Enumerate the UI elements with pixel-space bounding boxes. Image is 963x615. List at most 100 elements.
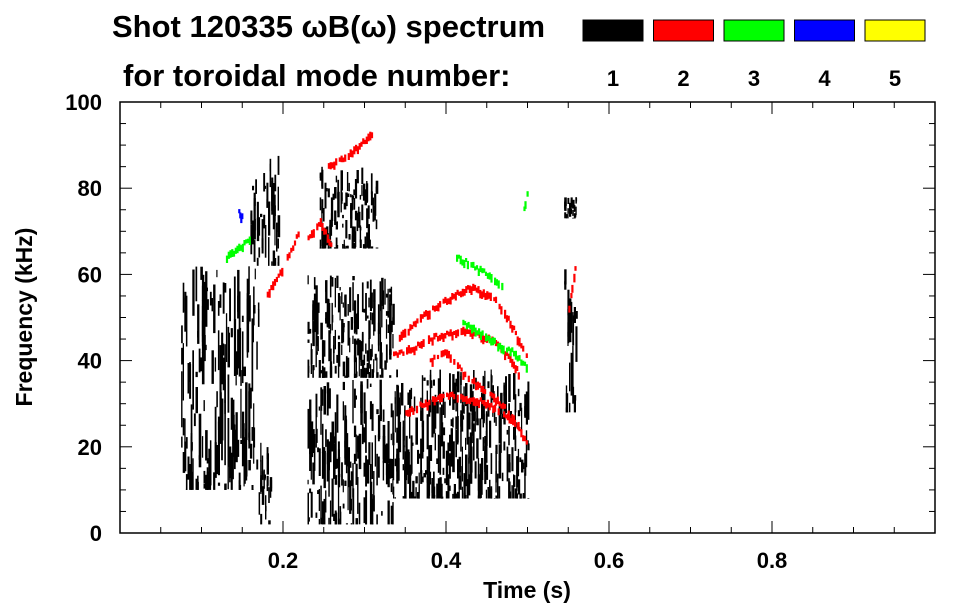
spectral-streak [501,413,504,419]
spectral-streak [527,498,530,499]
mode-point [479,331,482,340]
mode-point [505,315,508,323]
spectral-streak [251,340,254,392]
mode-point [297,231,300,238]
spectral-streak [206,458,209,464]
spectral-streak [328,441,330,471]
spectral-streak [192,458,194,490]
spectral-streak [321,373,324,378]
legend-swatch-3 [723,19,785,42]
spectral-streak [390,458,394,478]
spectral-streak [260,213,263,218]
spectral-streak [421,405,424,428]
spectral-streak [342,479,344,493]
spectral-streak [420,397,422,421]
mode-point [428,399,431,406]
mode-point [468,285,471,293]
spectral-streak [503,392,506,401]
spectral-streak [407,392,410,405]
spectral-streak [373,359,375,373]
mode-point [483,268,486,273]
spectral-streak [433,379,435,386]
spectral-streak [206,471,209,490]
spectral-streak [460,372,462,385]
spectral-streak [335,237,338,246]
spectral-streak [468,436,470,464]
spectral-streak [490,453,493,474]
mode-point [335,158,338,166]
mode-point [503,411,506,418]
mode-point [462,319,465,326]
spectral-streak [366,208,369,229]
spectral-streak [366,315,369,319]
mode-point [473,377,476,385]
spectral-streak [329,366,333,378]
mode-point [331,162,334,169]
spectral-streak [255,179,257,194]
mode-point [461,259,464,266]
mode-point [239,245,243,251]
spectral-streak [357,338,360,356]
spectral-streak [237,329,240,369]
spectral-streak [331,277,334,287]
spectral-streak [335,245,339,249]
spectral-streak [482,437,485,451]
spectral-streak [337,342,341,367]
mode-point [494,340,498,347]
spectral-streak [209,450,212,486]
spectral-streak [405,435,408,475]
y-tick-label: 100 [65,90,102,115]
spectral-streak [261,219,264,248]
spectral-streak [340,188,343,204]
spectral-streak [347,357,350,378]
spectral-streak [260,513,263,525]
mode-point [436,336,440,342]
spectral-streak [381,511,383,516]
mode-point [446,349,449,359]
mode-point [522,345,525,352]
mode-point [277,273,280,278]
spectral-streak [460,375,462,404]
spectral-streak [352,380,354,424]
spectral-streak [377,435,381,440]
spectral-streak [450,419,453,427]
series-n3-mode-trace [523,191,529,212]
mode-point [574,266,577,271]
mode-point [485,333,488,342]
spectral-streak [347,478,349,511]
mode-point [451,293,454,300]
spectral-streak [253,240,256,262]
spectral-streak [217,330,220,371]
spectral-streak [230,452,233,490]
spectral-streak [353,355,356,378]
spectral-streak [468,474,471,496]
mode-point [327,163,330,169]
spectral-streak [370,191,373,206]
series-n1-region [564,197,578,219]
mode-point [288,252,291,259]
mode-point [435,305,438,311]
mode-point [342,157,345,163]
mode-point [509,320,512,329]
mode-point [422,339,425,347]
spectral-streak [439,369,441,405]
mode-point [461,395,465,402]
spectral-streak [277,155,280,175]
mode-point [476,330,479,335]
mode-point [456,329,460,337]
spectral-streak [342,214,344,219]
spectral-streak [193,413,196,427]
mode-point [484,271,488,276]
spectral-streak [277,215,281,238]
spectral-streak [321,365,324,378]
mode-point [429,358,432,363]
spectral-streak [334,475,338,485]
mode-point [225,255,229,263]
spectral-streak [253,427,256,448]
mode-point [473,284,477,291]
y-axis-title: Frequency (kHz) [11,228,37,407]
mode-point [365,136,368,144]
spectral-streak [277,186,279,211]
spectral-streak [320,370,323,374]
mode-point [232,250,236,257]
